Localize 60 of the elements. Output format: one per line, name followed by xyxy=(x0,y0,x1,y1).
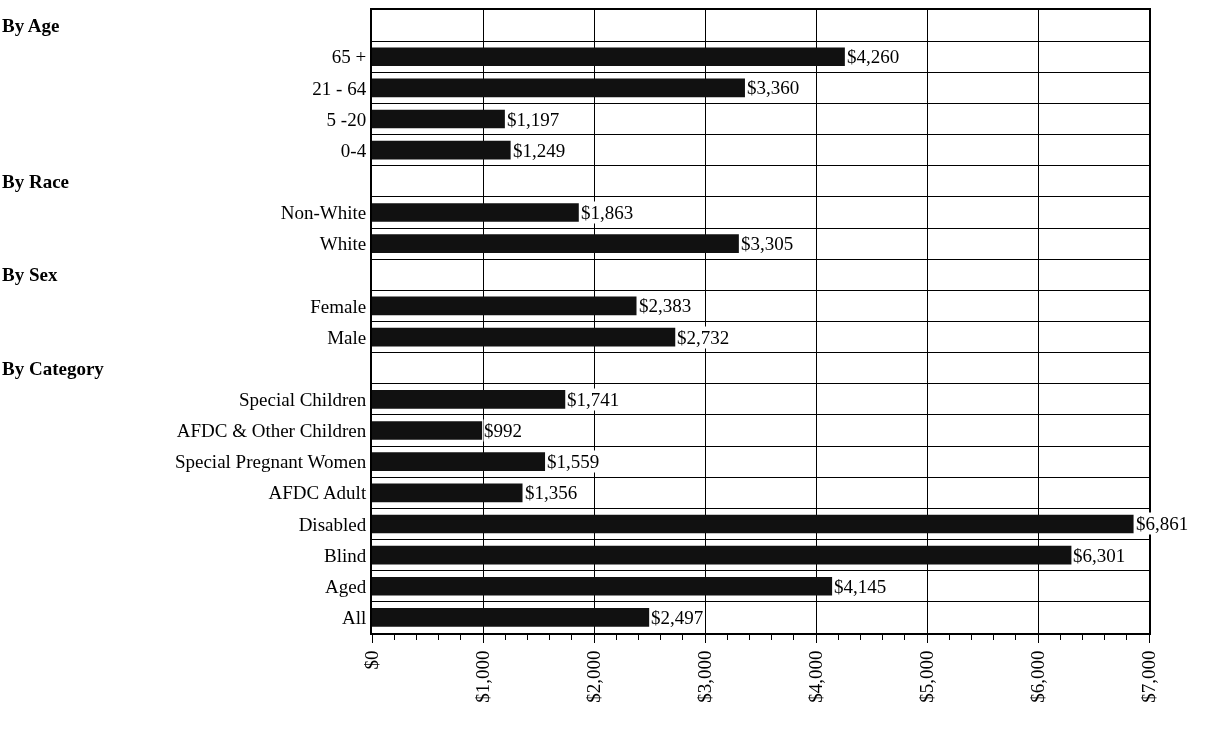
data-label: $4,260 xyxy=(847,46,900,67)
y-tick-label: 5 -20 xyxy=(326,108,367,130)
y-tick-label: AFDC Adult xyxy=(268,482,367,504)
x-tick-label: $5,000 xyxy=(916,650,938,703)
bar xyxy=(372,390,566,409)
data-label: $2,732 xyxy=(677,327,730,348)
y-tick-label: Special Children xyxy=(239,389,367,411)
y-tick-label: 21 - 64 xyxy=(312,77,367,99)
y-tick-label: Special Pregnant Women xyxy=(174,451,367,473)
bar xyxy=(372,514,1134,534)
data-label: $4,145 xyxy=(834,576,887,597)
data-label: $2,383 xyxy=(639,295,692,316)
y-tick-label: Aged xyxy=(325,575,367,597)
data-label: $1,356 xyxy=(525,482,578,503)
data-label: $992 xyxy=(484,420,522,441)
x-tick-label: $2,000 xyxy=(583,650,605,703)
data-label: $1,863 xyxy=(581,202,634,223)
bar xyxy=(372,140,511,160)
x-tick-label: $0 xyxy=(361,650,383,670)
text: By Category xyxy=(2,358,105,379)
data-label: $6,861 xyxy=(1136,513,1189,534)
y-tick-label: AFDC & Other Children xyxy=(176,420,367,442)
bar xyxy=(372,576,833,596)
bar xyxy=(372,296,637,316)
bar xyxy=(372,483,523,503)
x-tick-label: $1,000 xyxy=(472,650,494,703)
y-tick-label: Blind xyxy=(323,544,367,566)
bar xyxy=(372,109,505,129)
y-tick-label: Non-White xyxy=(280,202,367,224)
data-label: $1,559 xyxy=(547,451,600,472)
text: By Age xyxy=(2,15,60,36)
bar xyxy=(372,234,739,253)
data-label: $3,360 xyxy=(747,77,800,98)
x-tick-label: $4,000 xyxy=(805,650,827,703)
data-label: $1,249 xyxy=(513,140,566,161)
data-label: $6,301 xyxy=(1073,545,1126,566)
bar xyxy=(372,203,579,222)
bar xyxy=(372,421,483,440)
y-tick-label: Female xyxy=(310,295,367,317)
bar xyxy=(372,47,845,67)
bar xyxy=(372,327,676,347)
bar xyxy=(372,452,546,472)
bar xyxy=(372,545,1072,565)
data-label: $1,197 xyxy=(507,109,560,130)
x-tick-label: $3,000 xyxy=(694,650,716,703)
y-tick-label: White xyxy=(319,233,367,255)
bar xyxy=(372,608,650,627)
data-label: $1,741 xyxy=(567,389,620,410)
data-label: $2,497 xyxy=(651,607,704,628)
y-tick-label: Disabled xyxy=(298,513,367,535)
x-tick-label: $7,000 xyxy=(1138,650,1160,703)
text: By Race xyxy=(2,171,70,192)
x-tick-label: $6,000 xyxy=(1027,650,1049,703)
y-tick-label: All xyxy=(341,607,367,629)
data-label: $3,305 xyxy=(741,233,794,254)
text: By Sex xyxy=(2,264,58,285)
y-tick-label: Male xyxy=(327,326,367,348)
y-tick-label: 65 + xyxy=(331,46,367,68)
y-tick-label: 0-4 xyxy=(340,139,367,161)
bar xyxy=(372,78,745,98)
